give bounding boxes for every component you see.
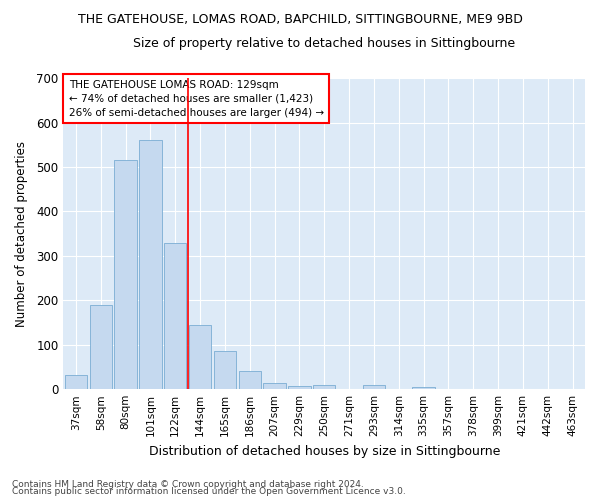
Bar bbox=[164, 242, 187, 389]
Y-axis label: Number of detached properties: Number of detached properties bbox=[15, 140, 28, 326]
Text: Contains public sector information licensed under the Open Government Licence v3: Contains public sector information licen… bbox=[12, 487, 406, 496]
Bar bbox=[313, 384, 335, 389]
X-axis label: Distribution of detached houses by size in Sittingbourne: Distribution of detached houses by size … bbox=[149, 444, 500, 458]
Bar bbox=[139, 140, 161, 389]
Bar bbox=[115, 160, 137, 389]
Bar bbox=[214, 352, 236, 389]
Bar bbox=[189, 324, 211, 389]
Bar bbox=[65, 374, 87, 389]
Text: Contains HM Land Registry data © Crown copyright and database right 2024.: Contains HM Land Registry data © Crown c… bbox=[12, 480, 364, 489]
Bar bbox=[263, 384, 286, 389]
Bar bbox=[288, 386, 311, 389]
Title: Size of property relative to detached houses in Sittingbourne: Size of property relative to detached ho… bbox=[133, 38, 515, 51]
Bar bbox=[363, 384, 385, 389]
Text: THE GATEHOUSE, LOMAS ROAD, BAPCHILD, SITTINGBOURNE, ME9 9BD: THE GATEHOUSE, LOMAS ROAD, BAPCHILD, SIT… bbox=[77, 12, 523, 26]
Bar bbox=[239, 370, 261, 389]
Bar bbox=[412, 386, 435, 389]
Bar bbox=[89, 304, 112, 389]
Text: THE GATEHOUSE LOMAS ROAD: 129sqm
← 74% of detached houses are smaller (1,423)
26: THE GATEHOUSE LOMAS ROAD: 129sqm ← 74% o… bbox=[68, 80, 324, 118]
